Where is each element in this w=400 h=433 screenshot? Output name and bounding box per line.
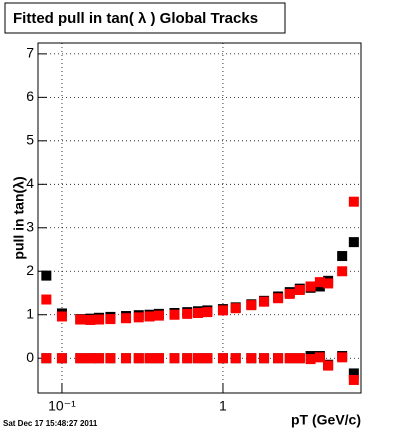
- data-point: [41, 353, 52, 364]
- y-axis-label: pull in tan(λ): [11, 176, 27, 259]
- data-point: [133, 353, 144, 364]
- data-point: [182, 353, 193, 364]
- y-tick-label: 2: [26, 262, 34, 278]
- data-point: [337, 352, 348, 363]
- data-point: [105, 314, 116, 325]
- data-point: [348, 368, 359, 379]
- x-axis-label: pT (GeV/c): [291, 412, 361, 428]
- chart-title: Fitted pull in tan( λ ) Global Tracks: [13, 10, 258, 27]
- data-point: [230, 303, 241, 314]
- data-point: [314, 277, 325, 288]
- y-tick-label: 1: [26, 305, 34, 321]
- data-point: [193, 308, 204, 318]
- data-point: [314, 352, 325, 363]
- data-point: [337, 266, 348, 277]
- data-point: [182, 308, 193, 319]
- data-point: [121, 313, 132, 324]
- data-point: [85, 353, 96, 364]
- data-point: [94, 353, 105, 364]
- data-point: [348, 196, 359, 207]
- plot-frame: [37, 42, 362, 394]
- data-point: [348, 237, 359, 248]
- data-point: [246, 353, 257, 364]
- data-point: [273, 353, 284, 364]
- data-point: [85, 314, 96, 325]
- data-point: [305, 354, 316, 365]
- data-point: [153, 310, 164, 321]
- data-point: [144, 311, 155, 322]
- x-tick-label: 1: [219, 398, 227, 414]
- data-point: [121, 353, 132, 364]
- data-point: [294, 284, 305, 295]
- y-tick-label: 7: [26, 45, 34, 61]
- data-point: [323, 278, 334, 289]
- y-tick-label: 6: [26, 88, 34, 104]
- data-point: [56, 311, 67, 322]
- x-tick-label: 10⁻¹: [48, 398, 76, 414]
- data-point: [323, 360, 334, 371]
- data-point: [144, 353, 155, 364]
- y-tick-label: 0: [26, 349, 34, 365]
- data-point: [94, 314, 105, 325]
- data-point: [259, 296, 270, 307]
- data-point: [75, 314, 86, 325]
- title-box: [4, 2, 286, 34]
- y-tick-label: 5: [26, 132, 34, 148]
- data-point: [56, 353, 67, 364]
- data-point: [230, 353, 241, 364]
- data-point: [193, 353, 204, 364]
- data-point: [169, 309, 180, 320]
- data-point: [259, 353, 270, 364]
- data-point: [202, 307, 213, 318]
- data-point: [305, 281, 316, 292]
- data-point: [169, 353, 180, 364]
- data-point: [337, 251, 348, 262]
- data-point: [246, 300, 257, 311]
- data-point: [284, 353, 295, 364]
- data-point: [75, 353, 86, 364]
- data-point: [133, 312, 144, 323]
- data-point: [294, 353, 305, 364]
- data-point: [273, 293, 284, 304]
- y-tick-label: 3: [26, 218, 34, 234]
- data-point: [105, 353, 116, 364]
- footer: Sat Dec 17 15:48:27 2011: [3, 419, 98, 428]
- data-point: [202, 353, 213, 364]
- data-point: [348, 374, 359, 385]
- data-point: [41, 294, 52, 305]
- data-point: [284, 288, 295, 299]
- data-point: [217, 305, 228, 316]
- data-point: [41, 270, 52, 281]
- y-tick-label: 4: [26, 175, 34, 191]
- data-point: [153, 353, 164, 364]
- data-point: [217, 353, 228, 364]
